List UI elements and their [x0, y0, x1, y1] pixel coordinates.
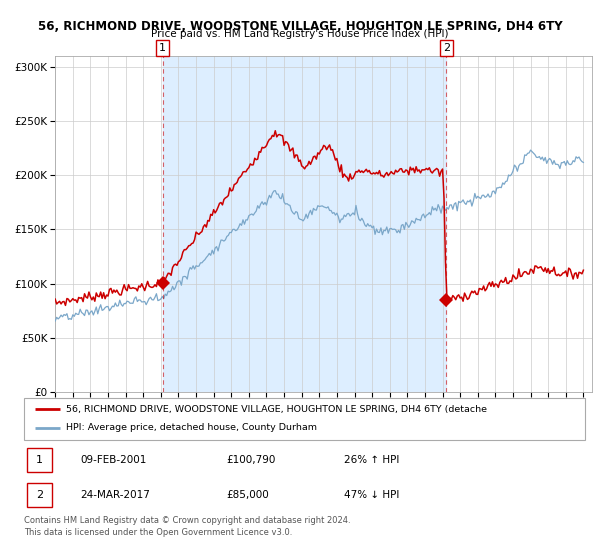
- Text: 47% ↓ HPI: 47% ↓ HPI: [344, 490, 399, 500]
- FancyBboxPatch shape: [27, 448, 52, 472]
- Text: Contains HM Land Registry data © Crown copyright and database right 2024.
This d: Contains HM Land Registry data © Crown c…: [24, 516, 350, 537]
- FancyBboxPatch shape: [24, 398, 585, 440]
- Text: HPI: Average price, detached house, County Durham: HPI: Average price, detached house, Coun…: [66, 423, 317, 432]
- FancyBboxPatch shape: [27, 483, 52, 507]
- Text: 1: 1: [36, 455, 43, 465]
- Text: 2: 2: [443, 43, 450, 53]
- Bar: [163, 56, 446, 392]
- Text: 56, RICHMOND DRIVE, WOODSTONE VILLAGE, HOUGHTON LE SPRING, DH4 6TY: 56, RICHMOND DRIVE, WOODSTONE VILLAGE, H…: [38, 20, 562, 32]
- Text: 2: 2: [36, 490, 43, 500]
- Text: Price paid vs. HM Land Registry's House Price Index (HPI): Price paid vs. HM Land Registry's House …: [151, 29, 449, 39]
- Text: 26% ↑ HPI: 26% ↑ HPI: [344, 455, 399, 465]
- Text: 09-FEB-2001: 09-FEB-2001: [80, 455, 146, 465]
- Text: 24-MAR-2017: 24-MAR-2017: [80, 490, 150, 500]
- Text: 1: 1: [159, 43, 166, 53]
- Text: 56, RICHMOND DRIVE, WOODSTONE VILLAGE, HOUGHTON LE SPRING, DH4 6TY (detache: 56, RICHMOND DRIVE, WOODSTONE VILLAGE, H…: [66, 405, 487, 414]
- Text: £85,000: £85,000: [226, 490, 269, 500]
- Text: £100,790: £100,790: [226, 455, 275, 465]
